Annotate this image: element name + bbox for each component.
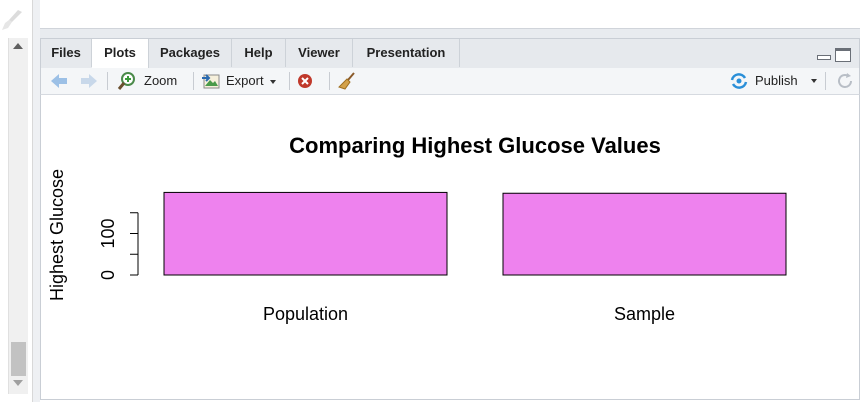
scrollbar-thumb[interactable] <box>11 342 26 376</box>
bar-sample <box>502 192 787 276</box>
tab-viewer[interactable]: Viewer <box>286 39 353 67</box>
tab-files[interactable]: Files <box>41 39 92 67</box>
bar-chart: Comparing Highest Glucose Values Highest… <box>47 133 787 324</box>
y-tick-label: 100 <box>98 218 118 248</box>
category-label-sample: Sample <box>614 304 675 324</box>
brush-icon <box>2 10 22 30</box>
chart-title: Comparing Highest Glucose Values <box>289 133 661 158</box>
publish-icon[interactable] <box>729 71 749 91</box>
publish-button[interactable]: Publish <box>755 73 798 88</box>
arrow-left-icon[interactable] <box>49 71 69 91</box>
broom-icon[interactable] <box>337 71 357 91</box>
tab-help[interactable]: Help <box>232 39 286 67</box>
tab-plots[interactable]: Plots <box>92 39 149 68</box>
arrow-right-icon[interactable] <box>79 71 99 91</box>
vertical-scrollbar[interactable] <box>8 38 28 394</box>
refresh-icon[interactable] <box>835 71 855 91</box>
category-label-population: Population <box>263 304 348 324</box>
scroll-up-icon[interactable] <box>13 43 23 49</box>
y-tick-label: 0 <box>98 270 118 280</box>
plots-toolbar: Zoom Export Publish <box>40 68 860 95</box>
publish-dropdown-icon[interactable] <box>811 79 817 83</box>
tab-presentation[interactable]: Presentation <box>353 39 460 67</box>
export-button[interactable]: Export <box>226 71 276 91</box>
pane-divider[interactable] <box>33 0 40 402</box>
scroll-down-icon[interactable] <box>13 380 23 386</box>
pane-tab-bar: Files Plots Packages Help Viewer Present… <box>40 38 860 69</box>
export-label: Export <box>226 73 264 88</box>
minimize-pane-icon[interactable] <box>817 48 831 62</box>
tab-packages[interactable]: Packages <box>149 39 232 67</box>
remove-plot-icon[interactable] <box>295 71 315 91</box>
plot-viewer: Comparing Highest Glucose Values Highest… <box>40 95 860 400</box>
y-axis: 0 100 <box>98 212 139 280</box>
export-icon[interactable] <box>201 71 221 91</box>
chevron-down-icon <box>269 79 276 84</box>
top-pane <box>40 0 860 29</box>
maximize-pane-icon[interactable] <box>835 48 851 62</box>
bar-population <box>163 191 448 276</box>
zoom-button[interactable]: Zoom <box>144 73 178 88</box>
bars: Population Sample <box>163 191 787 324</box>
left-pane-strip <box>0 0 33 402</box>
pane-splitter[interactable] <box>40 29 860 38</box>
chart-y-axis-label: Highest Glucose <box>47 169 67 301</box>
zoom-icon[interactable] <box>117 71 137 91</box>
